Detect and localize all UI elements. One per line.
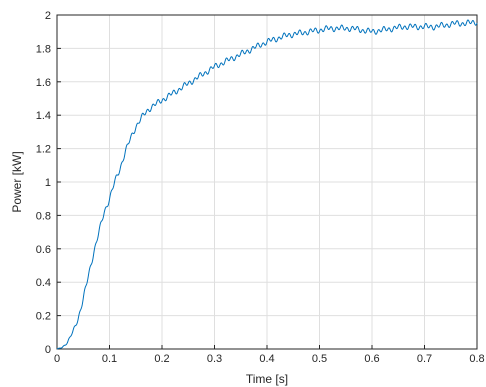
x-axis-label: Time [s] [246,372,288,386]
grid [56,14,478,350]
ticks: 0 0.1 0.2 0.3 0.4 0.5 0.6 0.7 0.8 0 0.2 0.4 0.6 0.8 1 1… [36,10,485,365]
x-tick-label: 0.6 [364,353,379,365]
x-tick-label: 0.2 [154,353,169,365]
y-tick-label: 2 [45,10,51,22]
x-tick-label: 0.4 [259,353,274,365]
x-tick-label: 0.5 [312,353,327,365]
x-tick-label: 0 [54,353,60,365]
x-tick-label: 0.3 [207,353,222,365]
y-tick-label: 1.6 [36,77,51,89]
y-axis-label: Power [kW] [10,151,24,212]
x-tick-label: 0.1 [102,353,117,365]
x-tick-label: 0.7 [417,353,432,365]
y-tick-label: 1 [45,177,51,189]
x-tick-label: 0.8 [469,353,484,365]
y-tick-label: 0 [45,344,51,356]
y-tick-label: 0.6 [36,244,51,256]
y-tick-label: 1.2 [36,144,51,156]
series-line-power [56,19,478,350]
y-tick-label: 1.4 [36,110,51,122]
y-tick-label: 0.4 [36,277,51,289]
y-tick-label: 0.8 [36,210,51,222]
y-tick-label: 0.2 [36,311,51,323]
y-tick-label: 1.8 [36,43,51,55]
